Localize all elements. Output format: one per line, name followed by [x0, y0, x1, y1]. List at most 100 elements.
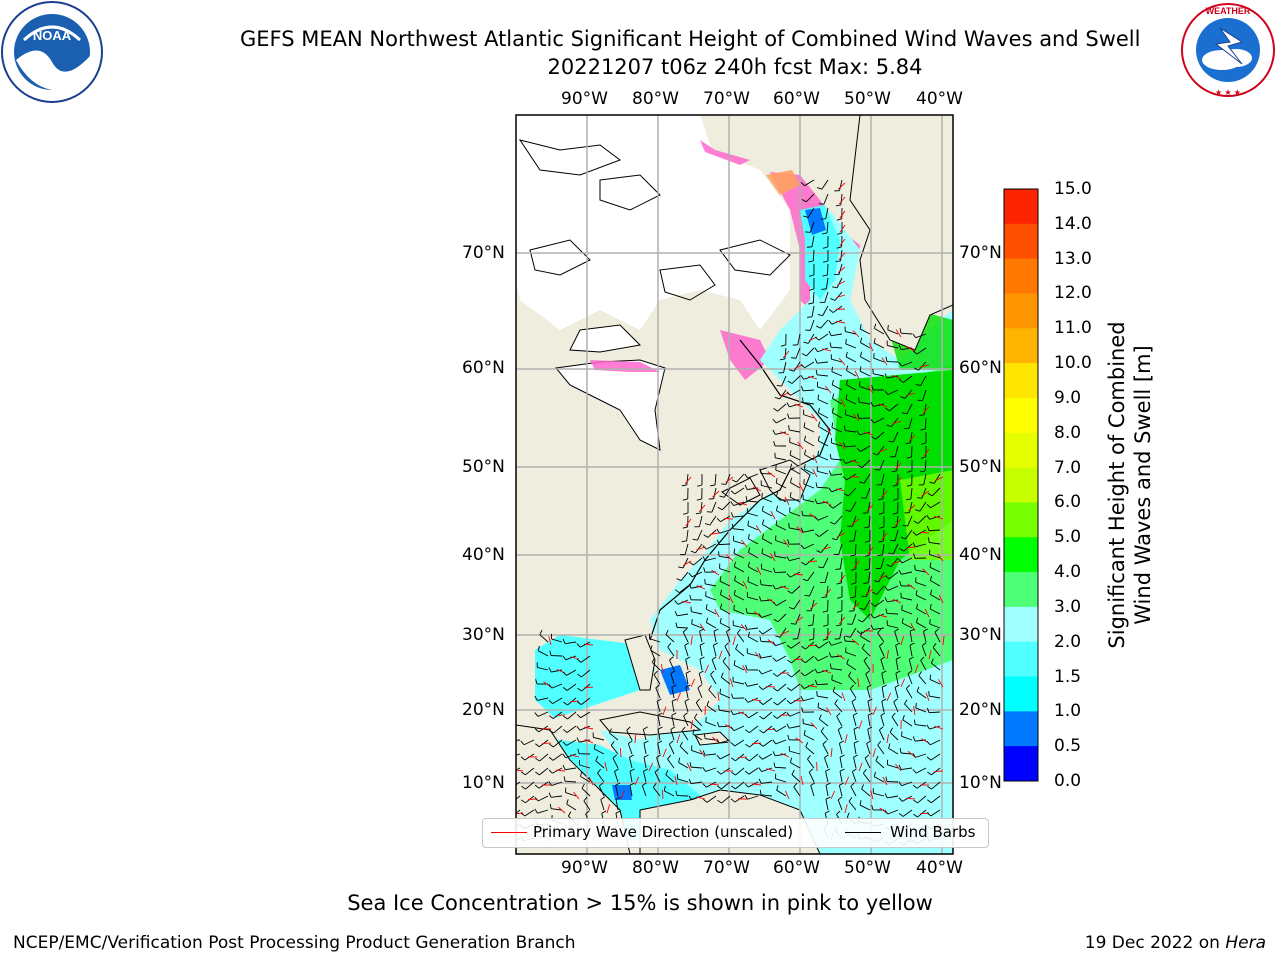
- wind-barb: [537, 809, 549, 814]
- wind-barb: [761, 497, 773, 503]
- wind-barb: [839, 627, 843, 639]
- wind-barb: [516, 753, 521, 756]
- wind-barb: [748, 538, 759, 545]
- wind-barb: [537, 795, 549, 802]
- wave-direction-legend-swatch: [491, 832, 527, 833]
- wind-barb: [761, 794, 773, 797]
- wind-barb-flag: [920, 456, 926, 459]
- wind-barb-flag: [628, 740, 633, 745]
- wave-direction-arrow: [740, 623, 748, 632]
- wind-barb: [747, 697, 759, 703]
- wind-barb-flag: [916, 686, 920, 692]
- wave-direction-arrow: [906, 392, 916, 396]
- wind-barb: [747, 581, 759, 587]
- wind-barb-flag: [615, 782, 621, 786]
- wave-direction-arrow: [872, 748, 876, 758]
- wind-barb-flag: [831, 674, 833, 680]
- wind-barb: [893, 701, 899, 713]
- wind-barb-flag: [884, 793, 888, 799]
- wind-barb: [642, 729, 647, 741]
- wind-barb-flag: [535, 743, 540, 748]
- wind-barb-flag: [913, 799, 918, 804]
- wind-barb-flag: [863, 582, 869, 584]
- wind-barb-flag: [800, 672, 806, 677]
- wind-barb: [877, 632, 885, 643]
- wind-barb: [719, 568, 731, 573]
- wind-barb: [748, 636, 759, 643]
- wind-barb: [709, 515, 717, 526]
- wind-barb-flag: [823, 624, 829, 627]
- wave-direction-arrow: [809, 602, 818, 610]
- wind-barb-flag: [772, 672, 778, 677]
- wind-barb-flag: [684, 698, 690, 702]
- wind-barb-flag: [679, 741, 683, 747]
- wind-barb-flag: [836, 712, 841, 717]
- wind-barb-flag: [563, 701, 568, 706]
- nws-logo: WEATHER ★ ★ ★: [1181, 3, 1275, 97]
- wave-direction-arrow: [676, 734, 681, 744]
- wind-barb: [839, 179, 843, 191]
- wave-direction-arrow: [839, 238, 846, 247]
- wind-barb-flag: [780, 344, 786, 347]
- wind-barb-flag: [665, 629, 669, 635]
- wind-barb: [931, 662, 941, 671]
- wind-barb: [929, 725, 941, 730]
- colorbar-title-line1: Significant Height of Combined: [1105, 321, 1129, 648]
- wind-barb: [761, 584, 773, 587]
- wind-barb-flag: [873, 580, 880, 583]
- wind-barb-flag: [716, 539, 720, 545]
- wind-barb-flag: [898, 344, 902, 350]
- wave-direction-arrow: [908, 504, 916, 512]
- wind-barb: [845, 459, 857, 464]
- wind-barb-flag: [817, 450, 819, 456]
- wind-barb-flag: [786, 556, 790, 561]
- wind-barb: [901, 752, 913, 755]
- wind-barb-flag: [731, 693, 734, 699]
- wind-barb: [803, 723, 815, 727]
- wind-barb-flag: [786, 573, 791, 578]
- wind-barb-flag: [787, 734, 790, 740]
- wave-direction-arrow: [838, 441, 846, 450]
- wind-barb-flag: [865, 554, 871, 557]
- wind-barb-flag: [507, 769, 510, 773]
- wind-barb-flag: [563, 715, 568, 720]
- wind-barb-flag: [929, 575, 933, 581]
- wave-direction-arrow: [766, 768, 776, 772]
- wind-barb: [868, 515, 871, 528]
- wind-barb-flag: [870, 613, 875, 619]
- wind-barb-flag: [710, 484, 716, 487]
- wind-barb: [615, 799, 619, 811]
- wind-barb: [698, 673, 703, 685]
- wind-barb-flag: [837, 796, 843, 801]
- wind-barb-flag: [609, 728, 612, 734]
- wind-barb-flag: [802, 397, 804, 403]
- wind-barb: [910, 487, 913, 499]
- wind-barb: [719, 753, 731, 760]
- wind-barb: [807, 758, 815, 769]
- wind-barb: [761, 767, 773, 773]
- wind-barb-flag: [850, 582, 857, 585]
- wave-direction-arrow: [922, 406, 930, 414]
- colorbar-tick-label: 10.0: [1054, 353, 1092, 374]
- wind-barb: [839, 757, 843, 769]
- wave-direction-arrow: [839, 224, 846, 233]
- wind-barb: [887, 375, 899, 379]
- wave-direction-arrow: [696, 796, 706, 800]
- wind-barb: [840, 193, 843, 205]
- wave-direction-arrow: [685, 518, 692, 527]
- wave-direction-arrow: [780, 392, 790, 397]
- wind-barb-flag: [915, 702, 917, 708]
- wave-direction-arrow: [838, 357, 846, 366]
- wave-direction-arrow: [662, 748, 667, 758]
- wind-barb: [805, 655, 815, 664]
- colorbar-tick-label: 11.0: [1054, 318, 1092, 339]
- wind-barb: [565, 767, 577, 771]
- wind-barb: [882, 543, 885, 555]
- wind-barb: [712, 645, 717, 657]
- wave-direction-arrow: [836, 294, 846, 298]
- wind-barb: [733, 609, 745, 615]
- wind-barb: [749, 725, 759, 734]
- wind-barb: [861, 459, 871, 468]
- wind-barb-flag: [880, 656, 886, 660]
- lat-label-left-6: 10°N: [462, 773, 505, 793]
